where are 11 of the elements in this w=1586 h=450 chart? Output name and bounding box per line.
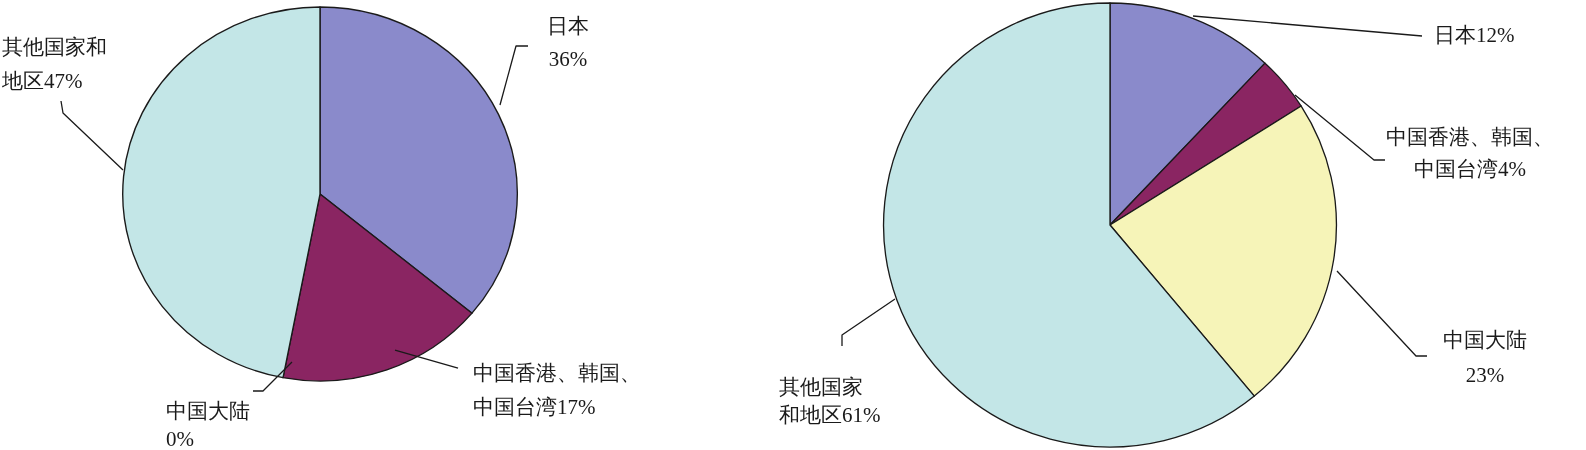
- slice-label: 中国大陆: [1443, 328, 1527, 352]
- slice-label: 中国香港、韩国、中国台湾4%: [1386, 125, 1554, 181]
- data-label: 36%: [548, 47, 588, 71]
- slice-label: 日本12%: [1434, 23, 1515, 47]
- slice-label: 日本: [547, 14, 589, 38]
- slice-label: 其他国家和地区47%: [1, 35, 107, 93]
- data-label: 23%: [1465, 363, 1505, 387]
- slice-label: 其他国家和地区61%: [779, 375, 881, 427]
- category-label: 中国大陆: [166, 399, 250, 423]
- slice-label: 中国香港、韩国、中国台湾17%: [473, 361, 641, 419]
- text: 0%: [166, 427, 194, 450]
